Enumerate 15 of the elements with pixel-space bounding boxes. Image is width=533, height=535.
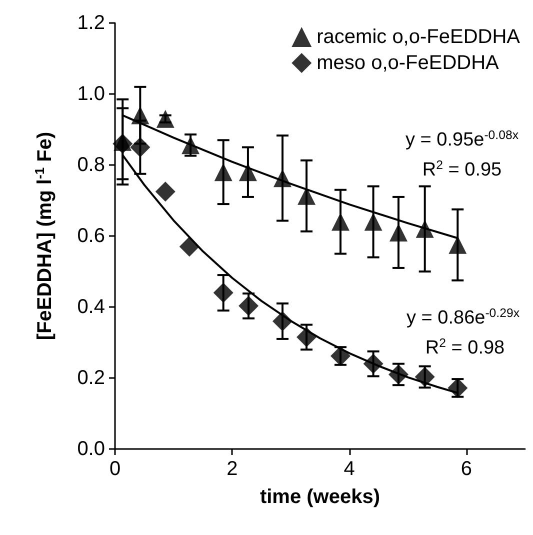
- x-tick-label: 4: [344, 458, 355, 480]
- y-axis-title: [FeEDDHA] (mg l-1 Fe): [32, 132, 56, 340]
- y-tick-label: 0.2: [77, 367, 105, 389]
- y-tick-label: 0.8: [77, 154, 105, 176]
- y-tick-label: 0.4: [77, 296, 105, 318]
- legend-label: racemic o,o-FeEDDHA: [316, 26, 521, 48]
- x-tick-label: 2: [226, 458, 238, 480]
- legend-label: meso o,o-FeEDDHA: [316, 52, 500, 74]
- y-tick-label: 0.0: [77, 438, 105, 460]
- y-tick-label: 1.2: [77, 12, 105, 34]
- x-axis-title: time (weeks): [260, 486, 380, 508]
- x-tick-label: 6: [460, 458, 472, 480]
- x-tick-label: 0: [109, 458, 121, 480]
- y-tick-label: 0.6: [77, 225, 105, 247]
- y-tick-label: 1.0: [77, 83, 105, 105]
